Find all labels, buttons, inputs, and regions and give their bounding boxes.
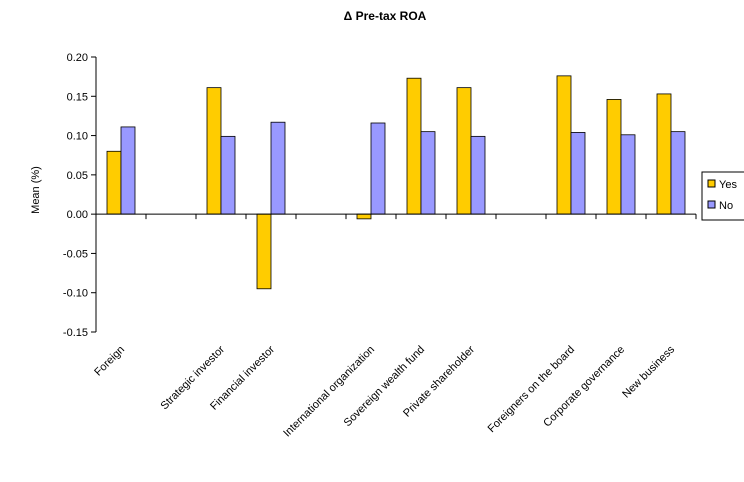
bar-yes [256,213,272,290]
y-tick-label: 0.10 [67,131,88,143]
bar-no [670,131,686,215]
bar-no [370,122,386,215]
bar-no [420,131,436,215]
bar-yes [356,213,372,220]
y-tick-label: 0.20 [67,52,88,64]
legend-label-yes: Yes [719,179,737,191]
y-tick-label: 0.05 [67,170,88,182]
bar-no [270,121,286,215]
legend: Yes No [701,171,744,221]
axes-layer: 0.20 0.15 0.10 0.05 0.00 -0.05 -0.10 -0.15 Forei… [63,52,697,440]
legend-label-no: No [719,200,733,212]
y-tick-label: -0.05 [63,248,88,260]
bar-no [220,135,236,215]
legend-swatch-yes [707,179,716,188]
bar-yes [406,77,422,215]
bar-yes [106,150,122,215]
y-tick-label: 0.00 [67,209,88,221]
chart-title: Δ Pre-tax ROA [344,9,427,23]
bar-no [120,126,136,215]
legend-swatch-no [707,200,716,209]
x-tick-label: International organization [281,344,377,440]
bar-yes [606,99,622,215]
bar-no [620,134,636,215]
bar-yes [656,93,672,215]
bar-yes [456,87,472,215]
bar-no [470,135,486,215]
x-tick-label: New business [620,343,677,400]
x-tick-label: Foreign [92,344,127,379]
y-tick-label: -0.10 [63,288,88,300]
x-tick-label: Corporate governance [541,344,627,430]
bar-yes [556,75,572,215]
x-tick-label: Foreigners on the board [486,344,578,436]
y-tick-label: 0.15 [67,91,88,103]
legend-frame [701,171,744,221]
y-tick-label: -0.15 [63,327,88,339]
bars-layer [106,75,686,290]
bar-no [570,132,586,215]
bar-yes [206,87,222,215]
y-axis-label: Mean (%) [30,166,42,214]
